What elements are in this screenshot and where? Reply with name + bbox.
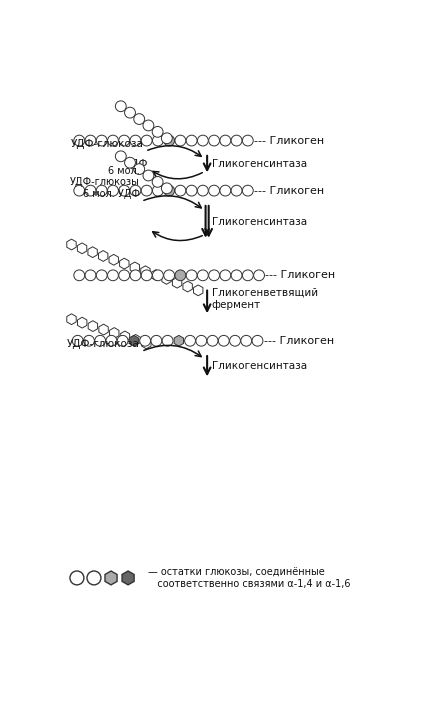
Circle shape: [220, 185, 231, 196]
Circle shape: [130, 270, 141, 280]
Circle shape: [252, 335, 263, 346]
Circle shape: [117, 335, 128, 346]
Circle shape: [231, 135, 242, 146]
Circle shape: [186, 270, 197, 280]
Circle shape: [119, 185, 129, 196]
Circle shape: [74, 270, 85, 280]
Circle shape: [186, 135, 197, 146]
Circle shape: [151, 335, 162, 346]
Circle shape: [96, 270, 107, 280]
Circle shape: [116, 101, 126, 112]
Circle shape: [254, 270, 264, 280]
Text: Гликогенсинтаза: Гликогенсинтаза: [212, 217, 307, 227]
Text: — остатки глюкозы, соединённые: — остатки глюкозы, соединённые: [148, 567, 325, 578]
Circle shape: [185, 335, 195, 346]
Circle shape: [85, 135, 96, 146]
Circle shape: [116, 151, 126, 162]
Circle shape: [87, 571, 101, 585]
Circle shape: [108, 135, 118, 146]
Circle shape: [164, 185, 175, 196]
Circle shape: [152, 185, 164, 196]
Circle shape: [134, 164, 145, 174]
Circle shape: [164, 135, 175, 146]
Circle shape: [96, 185, 107, 196]
Circle shape: [85, 270, 96, 280]
Circle shape: [119, 135, 129, 146]
Text: соответственно связями α-1,4 и α-1,6: соответственно связями α-1,4 и α-1,6: [148, 579, 351, 589]
Circle shape: [196, 335, 207, 346]
Circle shape: [143, 170, 154, 181]
Circle shape: [134, 114, 145, 124]
Text: --- Гликоген: --- Гликоген: [264, 336, 334, 346]
Circle shape: [152, 270, 164, 280]
Circle shape: [152, 135, 164, 146]
Circle shape: [130, 135, 141, 146]
Circle shape: [161, 183, 172, 194]
Circle shape: [220, 270, 231, 280]
Circle shape: [209, 185, 220, 196]
Circle shape: [207, 335, 218, 346]
Text: Гликогенсинтаза: Гликогенсинтаза: [212, 361, 307, 371]
Circle shape: [231, 185, 242, 196]
Circle shape: [119, 270, 129, 280]
Circle shape: [74, 185, 85, 196]
Circle shape: [241, 335, 252, 346]
Circle shape: [152, 176, 163, 187]
Circle shape: [242, 270, 253, 280]
Circle shape: [141, 185, 152, 196]
Circle shape: [74, 135, 85, 146]
Circle shape: [108, 185, 118, 196]
Circle shape: [70, 571, 84, 585]
Circle shape: [95, 335, 106, 346]
Text: УДФ: УДФ: [125, 159, 148, 169]
Text: 6 мол.
УДФ-глюкозы
6 мол. УДФ: 6 мол. УДФ-глюкозы 6 мол. УДФ: [70, 166, 140, 199]
Circle shape: [198, 135, 208, 146]
Circle shape: [143, 120, 154, 131]
Circle shape: [242, 185, 253, 196]
Circle shape: [209, 135, 220, 146]
Circle shape: [162, 335, 173, 346]
Text: Гликогенсинтаза: Гликогенсинтаза: [212, 159, 307, 169]
Circle shape: [186, 185, 197, 196]
Circle shape: [175, 185, 186, 196]
Circle shape: [164, 270, 175, 280]
Circle shape: [108, 270, 118, 280]
Circle shape: [198, 185, 208, 196]
Circle shape: [218, 335, 229, 346]
Circle shape: [125, 157, 135, 168]
Circle shape: [242, 135, 253, 146]
Circle shape: [125, 108, 135, 118]
Circle shape: [96, 135, 107, 146]
Text: УДФ-глюкоза: УДФ-глюкоза: [67, 340, 140, 349]
Circle shape: [140, 335, 151, 346]
Circle shape: [175, 270, 186, 280]
Circle shape: [141, 135, 152, 146]
Circle shape: [175, 135, 186, 146]
Circle shape: [141, 270, 152, 280]
Circle shape: [231, 270, 242, 280]
Circle shape: [220, 135, 231, 146]
Circle shape: [152, 127, 163, 137]
Circle shape: [83, 335, 95, 346]
Circle shape: [72, 335, 83, 346]
Text: --- Гликоген: --- Гликоген: [254, 186, 324, 195]
Text: УДФ-глюкоза: УДФ-глюкоза: [71, 139, 143, 149]
Circle shape: [209, 270, 220, 280]
Circle shape: [130, 185, 141, 196]
Circle shape: [161, 133, 172, 143]
Text: --- Гликоген: --- Гликоген: [254, 136, 324, 146]
Text: Гликогенветвящий
фермент: Гликогенветвящий фермент: [212, 288, 318, 309]
Text: --- Гликоген: --- Гликоген: [265, 271, 336, 280]
Circle shape: [106, 335, 117, 346]
Circle shape: [198, 270, 208, 280]
Circle shape: [229, 335, 241, 346]
Circle shape: [85, 185, 96, 196]
